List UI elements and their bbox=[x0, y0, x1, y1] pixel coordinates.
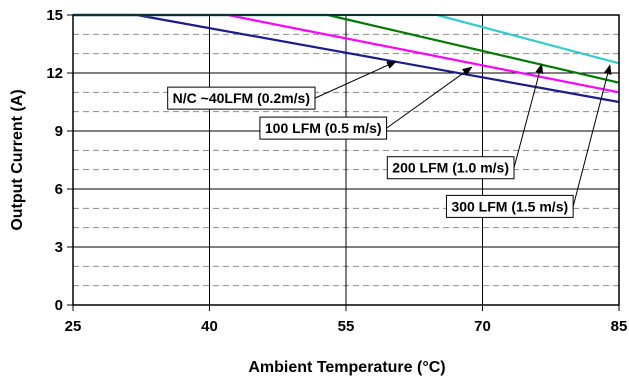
annotation-3: 200 LFM (1.0 m/s) bbox=[386, 63, 544, 180]
x-tick-label: 25 bbox=[65, 318, 82, 335]
y-tick-label: 15 bbox=[46, 7, 63, 24]
y-axis-title: Output Current (A) bbox=[9, 89, 26, 230]
annotation-label: N/C ~40LFM (0.2m/s) bbox=[173, 90, 310, 106]
tick-layer: 25 40 55 70 85 0 3 6 9 12 15 bbox=[46, 7, 627, 335]
annotation-arrow bbox=[572, 64, 612, 207]
y-tick-label: 12 bbox=[46, 65, 63, 82]
annotation-layer: N/C ~40LFM (0.2m/s) 100 LFM (0.5 m/s) 200 … bbox=[167, 60, 612, 218]
y-tick-label: 9 bbox=[55, 123, 63, 140]
annotation-1: N/C ~40LFM (0.2m/s) bbox=[167, 60, 397, 110]
annotation-label: 100 LFM (0.5 m/s) bbox=[265, 120, 382, 136]
grid-layer bbox=[73, 15, 619, 305]
y-tick-label: 3 bbox=[55, 239, 63, 256]
annotation-arrow bbox=[386, 66, 473, 129]
y-tick-label: 0 bbox=[55, 297, 63, 314]
annotation-4: 300 LFM (1.5 m/s) bbox=[445, 64, 612, 218]
y-tick-label: 6 bbox=[55, 181, 63, 198]
x-tick-label: 70 bbox=[474, 318, 491, 335]
annotation-arrow bbox=[314, 60, 397, 99]
annotation-2: 100 LFM (0.5 m/s) bbox=[259, 66, 473, 140]
annotation-arrow bbox=[513, 63, 544, 168]
x-tick-label: 40 bbox=[201, 318, 218, 335]
annotation-label: 300 LFM (1.5 m/s) bbox=[451, 198, 568, 214]
x-tick-label: 85 bbox=[611, 318, 628, 335]
x-tick-label: 55 bbox=[338, 318, 355, 335]
x-axis-title: Ambient Temperature (°C) bbox=[248, 359, 445, 376]
annotation-label: 200 LFM (1.0 m/s) bbox=[392, 160, 509, 176]
